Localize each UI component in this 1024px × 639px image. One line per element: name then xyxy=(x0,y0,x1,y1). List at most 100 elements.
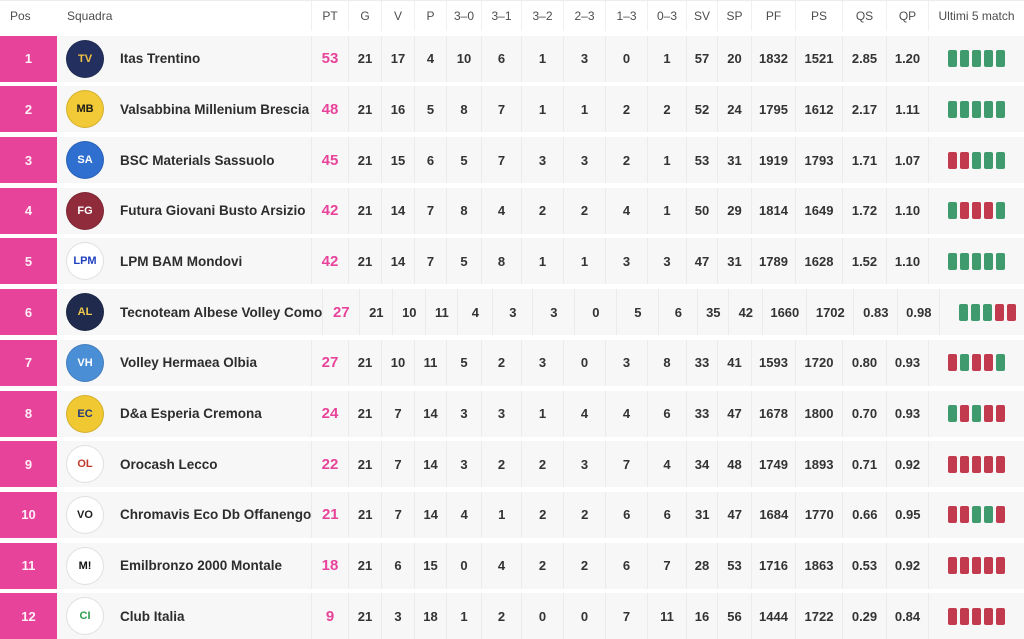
position-badge: 9 xyxy=(0,441,57,488)
table-row-team[interactable]: 12 CI Club Italia 9 21 3 18 1 2 0 0 7 11 16 56 1444 1722… xyxy=(0,593,1024,639)
stat-p: 4 xyxy=(414,35,446,82)
table-row-team[interactable]: 4 FG Futura Giovani Busto Arsizio 42 21 14 7 8 4… xyxy=(0,187,1024,234)
stat-v: 10 xyxy=(392,289,425,336)
stat-s13: 6 xyxy=(605,491,647,538)
team-cell: FG Futura Giovani Busto Arsizio xyxy=(57,188,311,234)
stat-s13: 3 xyxy=(605,339,647,386)
stat-ps: 1893 xyxy=(795,441,842,488)
pos-cell: 5 xyxy=(0,238,57,285)
last5-cell xyxy=(928,137,1024,184)
stat-pf: 1749 xyxy=(751,441,795,488)
pos-cell: 1 xyxy=(0,35,57,82)
win-block-icon xyxy=(948,50,957,68)
table-row-team[interactable]: 1 TV Itas Trentino 53 21 17 4 10 6 1 3 0 1 57 20 1832 15… xyxy=(0,35,1024,82)
points-value: 27 xyxy=(322,289,359,336)
stat-qp: 1.20 xyxy=(886,35,928,82)
table-row-team[interactable]: 6 AL Tecnoteam Albese Volley Como 27 21 10 11 4… xyxy=(0,289,1024,336)
points-value: 18 xyxy=(311,542,348,589)
win-block-icon xyxy=(984,100,993,118)
loss-block-icon xyxy=(1007,303,1017,321)
stat-g: 21 xyxy=(348,339,381,386)
stat-s31: 3 xyxy=(492,289,532,336)
team-cell: TV Itas Trentino xyxy=(57,36,311,82)
stat-sv: 16 xyxy=(686,593,717,639)
points-value: 53 xyxy=(311,35,348,82)
stat-sv: 34 xyxy=(686,441,717,488)
team-logo-icon: LPM xyxy=(66,242,104,281)
stat-pf: 1789 xyxy=(751,238,795,285)
stat-ps: 1770 xyxy=(795,491,842,538)
table-row-team[interactable]: 7 VH Volley Hermaea Olbia 27 21 10 11 5 2 3 0 3 8 33 4… xyxy=(0,339,1024,386)
stat-s32: 0 xyxy=(521,593,563,639)
col-header-pt: PT xyxy=(311,1,348,31)
points-value: 42 xyxy=(311,187,348,234)
win-block-icon xyxy=(996,100,1005,118)
last5-cell xyxy=(928,491,1024,538)
team-logo-icon: VO xyxy=(66,495,104,534)
win-block-icon xyxy=(972,405,981,422)
loss-block-icon xyxy=(972,557,981,575)
stat-pf: 1814 xyxy=(751,187,795,234)
stat-s23: 2 xyxy=(563,542,605,589)
stat-g: 21 xyxy=(348,542,381,589)
stat-s31: 2 xyxy=(481,339,521,386)
stat-s30: 8 xyxy=(446,86,481,133)
pos-cell: 3 xyxy=(0,137,57,184)
table-row-team[interactable]: 3 SA BSC Materials Sassuolo 45 21 15 6 5 7 3 3 2 1 53… xyxy=(0,137,1024,184)
loss-block-icon xyxy=(984,354,993,372)
stat-s31: 4 xyxy=(481,542,521,589)
stat-qp: 0.93 xyxy=(886,390,928,437)
position-badge: 11 xyxy=(0,542,57,589)
stat-s23: 3 xyxy=(563,137,605,184)
loss-block-icon xyxy=(960,455,969,473)
loss-block-icon xyxy=(960,557,969,575)
win-block-icon xyxy=(972,151,981,169)
stat-ps: 1720 xyxy=(795,339,842,386)
stat-s31: 7 xyxy=(481,86,521,133)
stat-g: 21 xyxy=(348,441,381,488)
stat-sp: 42 xyxy=(728,289,762,336)
stat-sp: 41 xyxy=(717,339,751,386)
stat-s31: 4 xyxy=(481,187,521,234)
loss-block-icon xyxy=(960,506,970,524)
loss-block-icon xyxy=(972,455,981,473)
stat-qs: 0.71 xyxy=(842,441,886,488)
stat-qp: 1.10 xyxy=(886,238,928,285)
table-row-team[interactable]: 5 LPM LPM BAM Mondovi 42 21 14 7 5 8 1 1 3 3 47 31 1789… xyxy=(0,238,1024,285)
last5-results xyxy=(948,557,1005,575)
position-badge: 3 xyxy=(0,137,57,184)
stat-s13: 5 xyxy=(616,289,658,336)
stat-qs: 2.17 xyxy=(842,86,886,133)
stat-s13: 3 xyxy=(605,238,647,285)
stat-s30: 5 xyxy=(446,137,481,184)
stat-pf: 1678 xyxy=(751,390,795,437)
win-block-icon xyxy=(972,252,981,270)
stat-s23: 0 xyxy=(574,289,616,336)
last5-cell xyxy=(928,542,1024,589)
stat-ps: 1863 xyxy=(795,542,842,589)
table-row-team[interactable]: 10 VO Chromavis Eco Db Offanengo 21 21 7 14 4 1 2… xyxy=(0,491,1024,538)
team-cell: VH Volley Hermaea Olbia xyxy=(57,340,311,386)
stat-s32: 1 xyxy=(521,35,563,82)
win-block-icon xyxy=(972,100,981,118)
team-cell: M! Emilbronzo 2000 Montale xyxy=(57,543,311,589)
points-value: 24 xyxy=(311,390,348,437)
stat-v: 17 xyxy=(381,35,414,82)
stat-qs: 1.52 xyxy=(842,238,886,285)
points-value: 42 xyxy=(311,238,348,285)
loss-block-icon xyxy=(948,151,957,169)
stat-g: 21 xyxy=(348,35,381,82)
stat-qs: 1.71 xyxy=(842,137,886,184)
table-row-team[interactable]: 11 M! Emilbronzo 2000 Montale 18 21 6 15 0 4 2 2 6 7… xyxy=(0,542,1024,589)
loss-block-icon xyxy=(984,455,993,473)
table-row-team[interactable]: 8 EC D&a Esperia Cremona 24 21 7 14 3 3 1 4 4 6 33 47 1… xyxy=(0,390,1024,437)
table-row-team[interactable]: 2 MB Valsabbina Millenium Brescia 48 21 16 5 8 7… xyxy=(0,86,1024,133)
team-name: Tecnoteam Albese Volley Como xyxy=(120,304,323,320)
team-name: Emilbronzo 2000 Montale xyxy=(120,558,283,574)
col-header-pos: Pos xyxy=(10,9,31,23)
loss-block-icon xyxy=(960,151,969,169)
stat-ps: 1722 xyxy=(795,593,842,639)
pos-cell: 4 xyxy=(0,187,57,234)
table-row-team[interactable]: 9 OL Orocash Lecco 22 21 7 14 3 2 2 3 7 4 34 48 1749 189… xyxy=(0,441,1024,488)
